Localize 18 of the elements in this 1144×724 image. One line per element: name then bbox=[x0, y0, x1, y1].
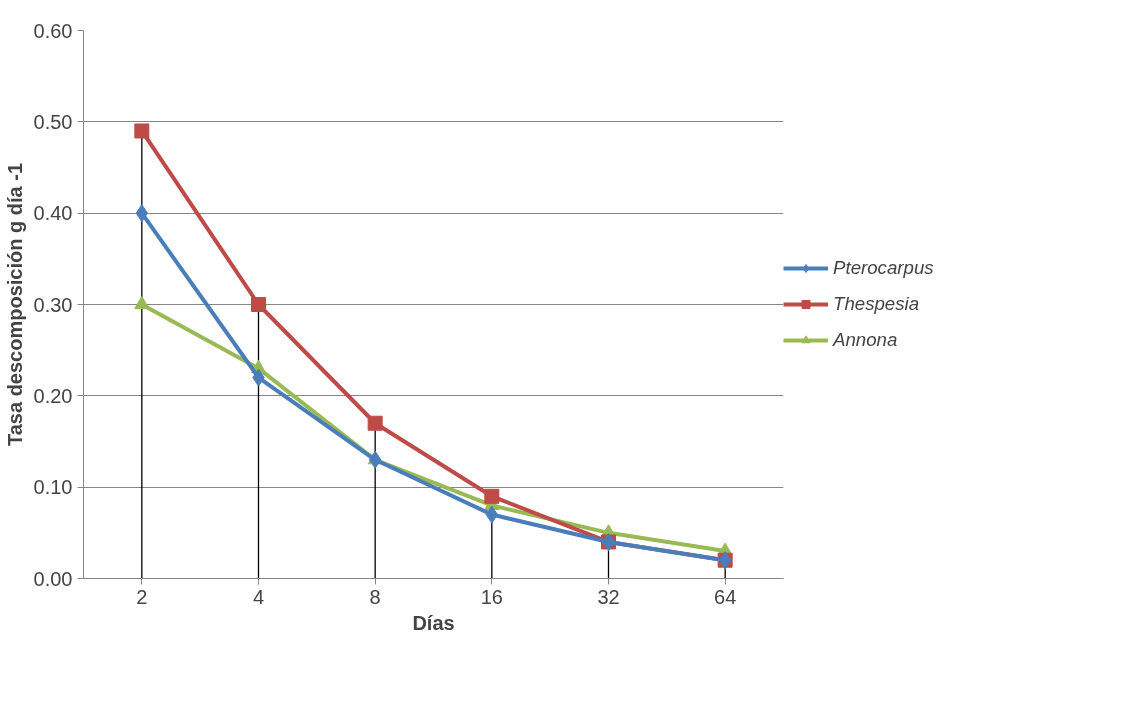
legend-label: Annona bbox=[833, 329, 898, 351]
y-tick-label: 0.60 bbox=[33, 19, 73, 42]
y-tick-label: 0.20 bbox=[33, 384, 73, 407]
x-tick-label: 64 bbox=[714, 585, 737, 608]
legend-label: Pterocarpus bbox=[833, 257, 934, 279]
x-tick-label: 16 bbox=[480, 585, 503, 608]
x-tick-label: 2 bbox=[136, 585, 148, 608]
y-tick-label: 0.40 bbox=[33, 202, 73, 225]
x-axis-title: Días bbox=[412, 611, 455, 634]
y-tick-label: 0.10 bbox=[33, 476, 73, 499]
x-tick-label: 4 bbox=[252, 585, 265, 608]
y-axis-title: Tasa descomposición g día -1 bbox=[3, 162, 26, 447]
y-tick-label: 0.30 bbox=[33, 293, 73, 316]
y-tick-label: 0.50 bbox=[33, 110, 73, 133]
x-tick-label: 8 bbox=[369, 585, 381, 608]
legend-label: Thespesia bbox=[833, 293, 920, 315]
y-tick-label: 0.00 bbox=[33, 567, 73, 590]
x-tick-label: 32 bbox=[597, 585, 620, 608]
